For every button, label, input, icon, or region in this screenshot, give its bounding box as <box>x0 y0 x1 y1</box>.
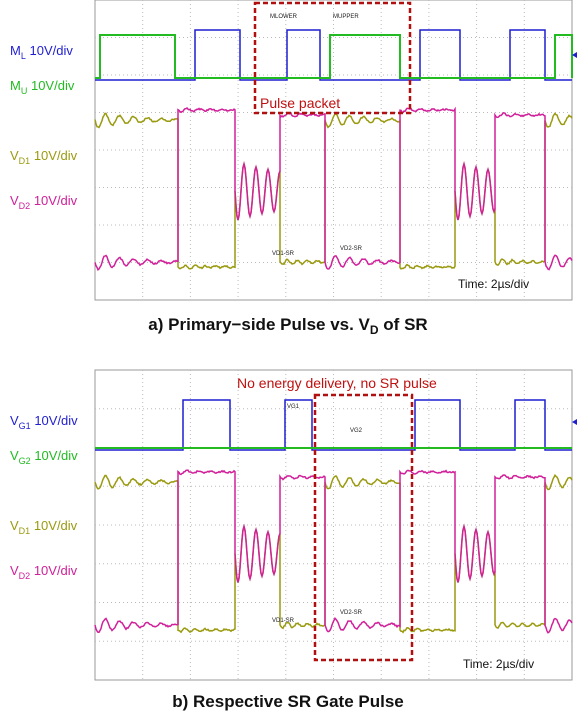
scope-panel: VG1 10V/divVG2 10V/divVD1 10V/divVD2 10V… <box>10 370 577 711</box>
symbol: V <box>10 193 19 208</box>
symbol: M <box>10 78 21 93</box>
symbol: V <box>10 518 19 533</box>
trace-tag: VD1-SR <box>272 251 295 257</box>
subscript: D2 <box>19 571 31 581</box>
time-scale: Time: 2µs/div <box>463 657 534 671</box>
caption: b) Respective SR Gate Pulse <box>172 692 403 711</box>
trace-tag: VD1-SR <box>272 618 295 624</box>
caption-text: a) Primary−side Pulse vs. V <box>148 315 370 334</box>
channel-label: VD1 10V/div <box>10 518 78 536</box>
symbol: V <box>10 448 19 463</box>
figure: ML 10V/divMU 10V/divVD1 10V/divVD2 10V/d… <box>0 0 577 721</box>
subscript: G2 <box>19 456 31 466</box>
caption-sub: D <box>370 323 379 337</box>
scale: 10V/div <box>34 413 78 428</box>
channel-label: VD1 10V/div <box>10 148 78 166</box>
channel-label: VD2 10V/div <box>10 193 78 211</box>
scale: 10V/div <box>29 43 73 58</box>
symbol: V <box>10 563 19 578</box>
caption: a) Primary−side Pulse vs. VD of SR <box>148 315 427 337</box>
trace-tag: VD2-SR <box>340 610 363 616</box>
channel-label: VG2 10V/div <box>10 448 78 466</box>
scale: 10V/div <box>34 193 78 208</box>
scope-panel: ML 10V/divMU 10V/divVD1 10V/divVD2 10V/d… <box>10 0 577 337</box>
trace-tag: MLOWER <box>270 14 298 20</box>
scale: 10V/div <box>34 448 78 463</box>
caption-tail: of SR <box>379 315 428 334</box>
trace-tag: VG2 <box>350 428 363 434</box>
time-scale: Time: 2µs/div <box>458 277 529 291</box>
subscript: D1 <box>19 156 31 166</box>
trace-tag: MUPPER <box>333 14 359 20</box>
channel-label: ML 10V/div <box>10 43 73 61</box>
subscript: D1 <box>19 526 31 536</box>
channel-label: VD2 10V/div <box>10 563 78 581</box>
scale: 10V/div <box>34 148 78 163</box>
symbol: M <box>10 43 21 58</box>
symbol: V <box>10 413 19 428</box>
scale: 10V/div <box>31 78 75 93</box>
trace-tag: VG1 <box>287 404 300 410</box>
scale: 10V/div <box>34 563 78 578</box>
symbol: V <box>10 148 19 163</box>
subscript: G1 <box>19 421 31 431</box>
channel-label: VG1 10V/div <box>10 413 78 431</box>
box-label: Pulse packet <box>260 95 340 111</box>
channel-label: MU 10V/div <box>10 78 75 96</box>
subscript: D2 <box>19 201 31 211</box>
caption-text: b) Respective SR Gate Pulse <box>172 692 403 711</box>
scale: 10V/div <box>34 518 78 533</box>
scope-frame <box>95 370 572 680</box>
trace-tag: VD2-SR <box>340 246 363 252</box>
box-label: No energy delivery, no SR pulse <box>237 375 437 391</box>
trigger-marker <box>572 419 577 425</box>
